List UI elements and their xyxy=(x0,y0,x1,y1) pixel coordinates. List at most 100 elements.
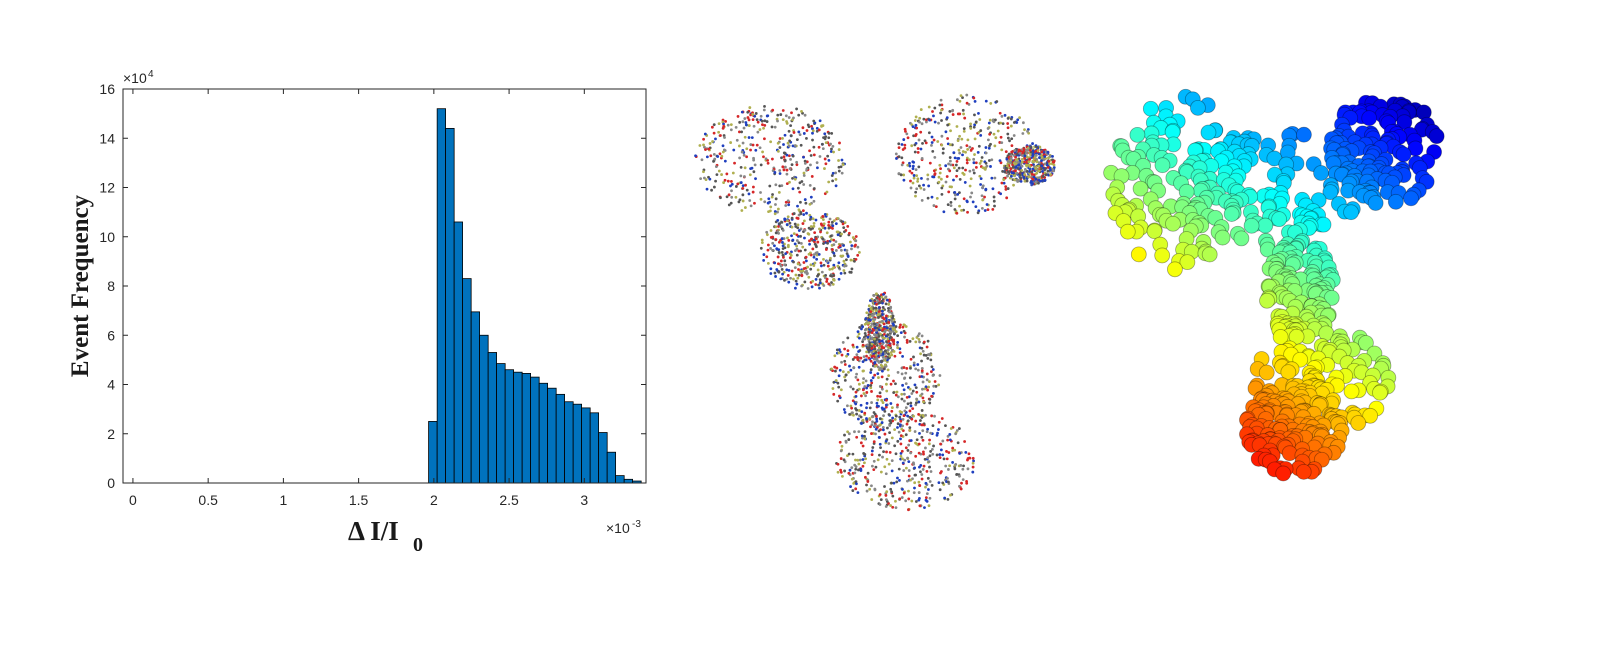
x-axis-label: Δ I/I xyxy=(348,516,399,546)
atom xyxy=(881,327,885,331)
atom xyxy=(856,417,860,421)
bar xyxy=(564,401,574,484)
atom xyxy=(823,157,827,161)
atom xyxy=(731,171,735,175)
atom xyxy=(888,310,891,314)
atom xyxy=(882,322,886,326)
atom xyxy=(1031,182,1034,186)
atom xyxy=(832,150,835,154)
atom xyxy=(995,100,999,103)
sphere xyxy=(1275,465,1292,482)
atom xyxy=(882,292,885,296)
atom xyxy=(901,325,905,329)
atom xyxy=(938,103,942,107)
atom xyxy=(754,177,757,181)
atom xyxy=(854,375,858,379)
atom xyxy=(822,242,825,245)
atom xyxy=(947,480,950,484)
atom xyxy=(908,415,912,419)
atom xyxy=(787,268,791,272)
atom xyxy=(948,438,952,442)
atom xyxy=(850,477,854,481)
atom xyxy=(978,118,982,121)
atom xyxy=(933,156,937,159)
atom xyxy=(945,457,949,461)
atom xyxy=(813,231,817,234)
atom xyxy=(771,235,775,239)
atom xyxy=(891,316,895,320)
atom xyxy=(808,239,811,243)
atom xyxy=(902,392,906,396)
atom xyxy=(839,165,843,169)
atom xyxy=(1013,174,1016,178)
atom xyxy=(762,253,766,256)
sphere xyxy=(1272,329,1289,345)
atom xyxy=(779,277,783,281)
atom xyxy=(878,442,882,446)
atom xyxy=(919,186,923,190)
atom xyxy=(1046,150,1050,154)
atom xyxy=(769,267,773,271)
bar xyxy=(589,412,600,484)
atom xyxy=(873,333,877,337)
atom xyxy=(897,430,901,434)
atom xyxy=(821,142,824,146)
atom xyxy=(864,379,868,383)
atom xyxy=(848,364,851,368)
atom xyxy=(774,275,777,278)
atom xyxy=(993,176,997,180)
atom xyxy=(778,137,782,140)
atom xyxy=(928,118,932,122)
atom xyxy=(974,205,978,208)
atom xyxy=(936,140,940,143)
atom xyxy=(927,504,931,508)
atom xyxy=(961,96,964,100)
atom xyxy=(814,283,818,286)
atom xyxy=(788,167,792,171)
atom xyxy=(729,141,733,144)
atom xyxy=(956,139,960,142)
atom xyxy=(1011,165,1015,169)
atom xyxy=(834,177,838,181)
atom xyxy=(787,280,791,284)
atom xyxy=(889,351,893,354)
atom xyxy=(827,282,831,286)
atom xyxy=(1025,160,1029,164)
atom xyxy=(922,183,925,187)
atom xyxy=(973,113,976,117)
atom xyxy=(761,150,764,154)
atom xyxy=(958,134,961,138)
atom xyxy=(951,108,955,112)
atom xyxy=(955,169,959,173)
atom xyxy=(940,192,944,196)
atom xyxy=(788,256,792,260)
atom xyxy=(839,271,843,275)
atom xyxy=(913,466,917,470)
atom xyxy=(763,123,767,127)
atom xyxy=(909,179,912,183)
atom xyxy=(867,318,871,322)
atom xyxy=(797,249,801,253)
atom xyxy=(992,199,996,203)
atom xyxy=(815,251,819,254)
atom xyxy=(721,144,725,148)
atom xyxy=(769,247,772,250)
atom xyxy=(881,319,884,323)
atom xyxy=(834,222,838,226)
atom xyxy=(1031,167,1035,171)
atom xyxy=(921,450,925,454)
sphere xyxy=(1132,180,1149,197)
atom xyxy=(955,98,959,102)
atom xyxy=(857,350,860,353)
atom xyxy=(789,276,792,280)
atom xyxy=(977,112,980,115)
atom xyxy=(948,433,952,436)
atom xyxy=(821,215,825,218)
x-tick-label: 1 xyxy=(279,492,287,508)
atom xyxy=(962,112,965,116)
atom xyxy=(778,169,782,172)
atom xyxy=(958,151,962,155)
atom xyxy=(1027,175,1031,179)
atom xyxy=(742,153,746,157)
atom xyxy=(833,254,836,258)
